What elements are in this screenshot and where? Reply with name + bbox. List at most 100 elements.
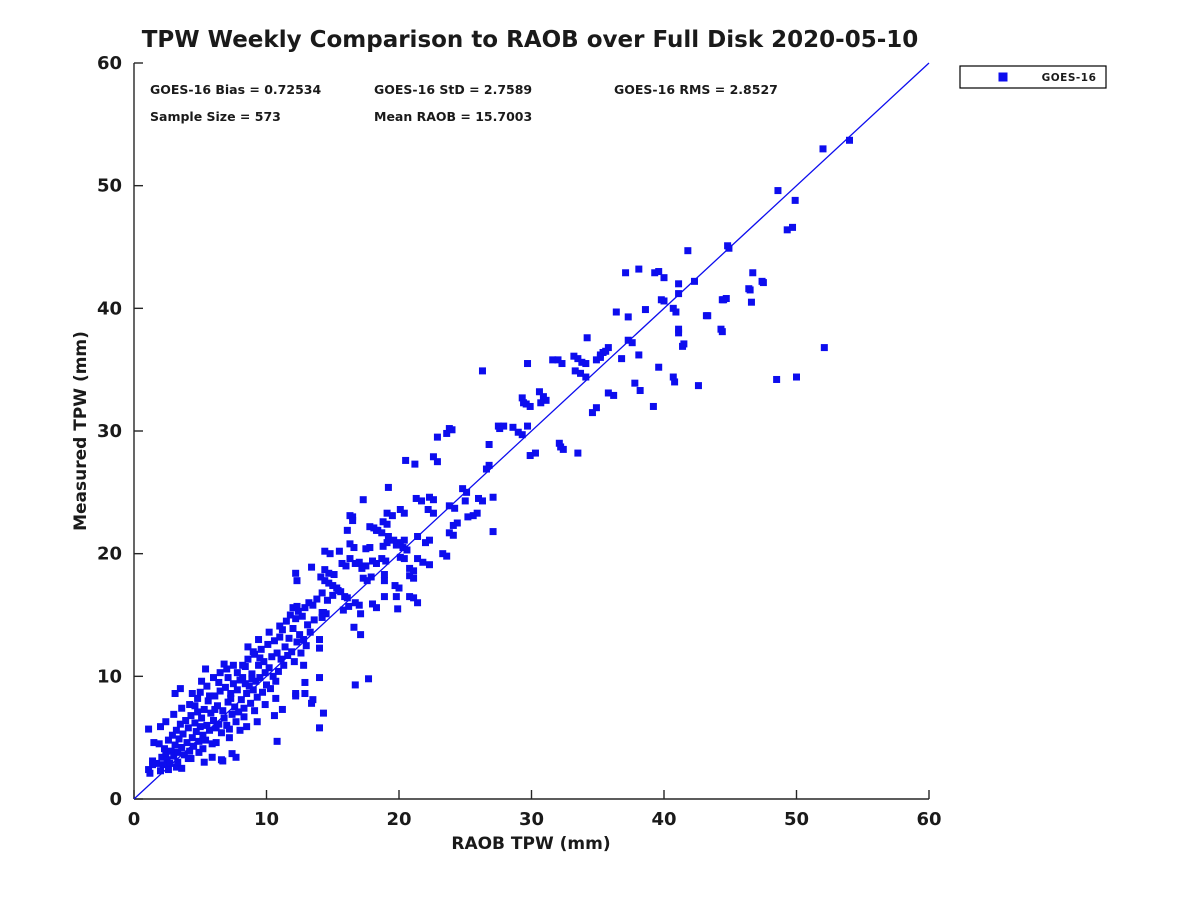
scatter-point <box>183 739 191 747</box>
scatter-point <box>396 506 404 514</box>
scatter-point <box>285 634 293 642</box>
scatter-point <box>188 690 196 698</box>
scatter-point <box>293 577 301 585</box>
scatter-point <box>164 766 172 774</box>
scatter-point <box>367 573 375 581</box>
scatter-point <box>253 693 261 701</box>
x-tick-label: 0 <box>128 809 141 830</box>
x-tick-label: 50 <box>784 809 809 830</box>
stat-annotation: GOES-16 RMS = 2.8527 <box>614 82 778 97</box>
scatter-point <box>184 724 192 732</box>
scatter-point <box>170 752 178 760</box>
scatter-point <box>227 694 235 702</box>
scatter-point <box>220 660 228 668</box>
scatter-point <box>224 674 232 682</box>
scatter-point <box>524 422 532 430</box>
scatter-point <box>384 483 392 491</box>
scatter-point <box>223 721 231 729</box>
scatter-point <box>338 559 346 567</box>
scatter-point <box>690 277 698 285</box>
scatter-point <box>191 702 199 710</box>
scatter-point <box>461 497 469 505</box>
scatter-point <box>216 669 224 677</box>
scatter-point <box>410 574 418 582</box>
scatter-point <box>582 360 590 368</box>
scatter-point <box>392 593 400 601</box>
scatter-point <box>449 531 457 539</box>
scatter-point <box>672 308 680 316</box>
scatter-point <box>570 352 578 360</box>
scatter-point <box>365 675 373 683</box>
scatter-point <box>200 705 208 713</box>
scatter-point <box>273 737 281 745</box>
scatter-point <box>624 336 632 344</box>
scatter-point <box>448 426 456 434</box>
scatter-point <box>188 734 196 742</box>
scatter-point <box>292 569 300 577</box>
scatter-point <box>308 563 316 571</box>
scatter-point <box>210 716 217 724</box>
scatter-point <box>535 388 543 396</box>
x-tick-label: 40 <box>651 809 676 830</box>
scatter-point <box>392 541 400 549</box>
scatter-point <box>635 265 643 273</box>
scatter-point <box>264 640 272 648</box>
scatter-point <box>160 745 168 753</box>
scatter-point <box>325 579 333 587</box>
scatter-point <box>350 623 358 631</box>
scatter-point <box>383 520 391 528</box>
scatter-point <box>339 606 347 614</box>
scatter-point <box>429 509 437 517</box>
y-tick-label: 0 <box>109 789 122 810</box>
x-axis-label: RAOB TPW (mm) <box>451 834 610 854</box>
scatter-point <box>219 707 227 715</box>
scatter-point <box>558 360 566 368</box>
scatter-point <box>414 532 422 540</box>
scatter-point <box>202 736 210 744</box>
scatter-point <box>278 705 286 713</box>
scatter-point <box>186 747 194 755</box>
scatter-point <box>351 681 359 689</box>
scatter-point <box>251 707 259 715</box>
scatter-point <box>445 529 453 537</box>
scatter-point <box>355 558 363 566</box>
scatter-point <box>319 709 327 717</box>
scatter-point <box>157 767 164 775</box>
scatter-point <box>380 577 388 585</box>
x-tick-label: 60 <box>916 809 941 830</box>
scatter-point <box>302 642 310 650</box>
scatter-point <box>243 723 251 731</box>
scatter-point <box>310 616 318 624</box>
y-tick-label: 30 <box>97 421 122 442</box>
scatter-point <box>406 572 414 580</box>
scatter-point <box>485 440 493 448</box>
scatter-point <box>269 672 277 680</box>
stat-annotation: Sample Size = 573 <box>150 109 281 124</box>
scatter-point <box>433 458 441 466</box>
scatter-point <box>383 539 391 547</box>
scatter-point <box>671 378 679 386</box>
scatter-point <box>196 688 204 696</box>
scatter-point <box>186 701 194 709</box>
scatter-point <box>194 708 202 716</box>
scatter-point <box>192 728 200 736</box>
scatter-point <box>774 187 782 195</box>
scatter-point <box>208 740 216 748</box>
scatter-point <box>406 564 414 572</box>
scatter-point <box>362 545 370 553</box>
y-tick-label: 60 <box>97 53 122 74</box>
scatter-point <box>425 493 433 501</box>
scatter-point <box>162 750 170 758</box>
scatter-point <box>290 658 298 666</box>
scatter-point <box>179 730 187 738</box>
scatter-point <box>228 710 236 718</box>
scatter-point <box>537 399 545 407</box>
scatter-point <box>306 628 314 636</box>
scatter-point <box>206 692 214 700</box>
scatter-point <box>485 461 493 469</box>
scatter-point <box>518 431 526 439</box>
scatter-point <box>418 497 426 505</box>
scatter-point <box>236 726 244 734</box>
scatter-point <box>343 594 351 602</box>
scatter-point <box>228 750 236 758</box>
